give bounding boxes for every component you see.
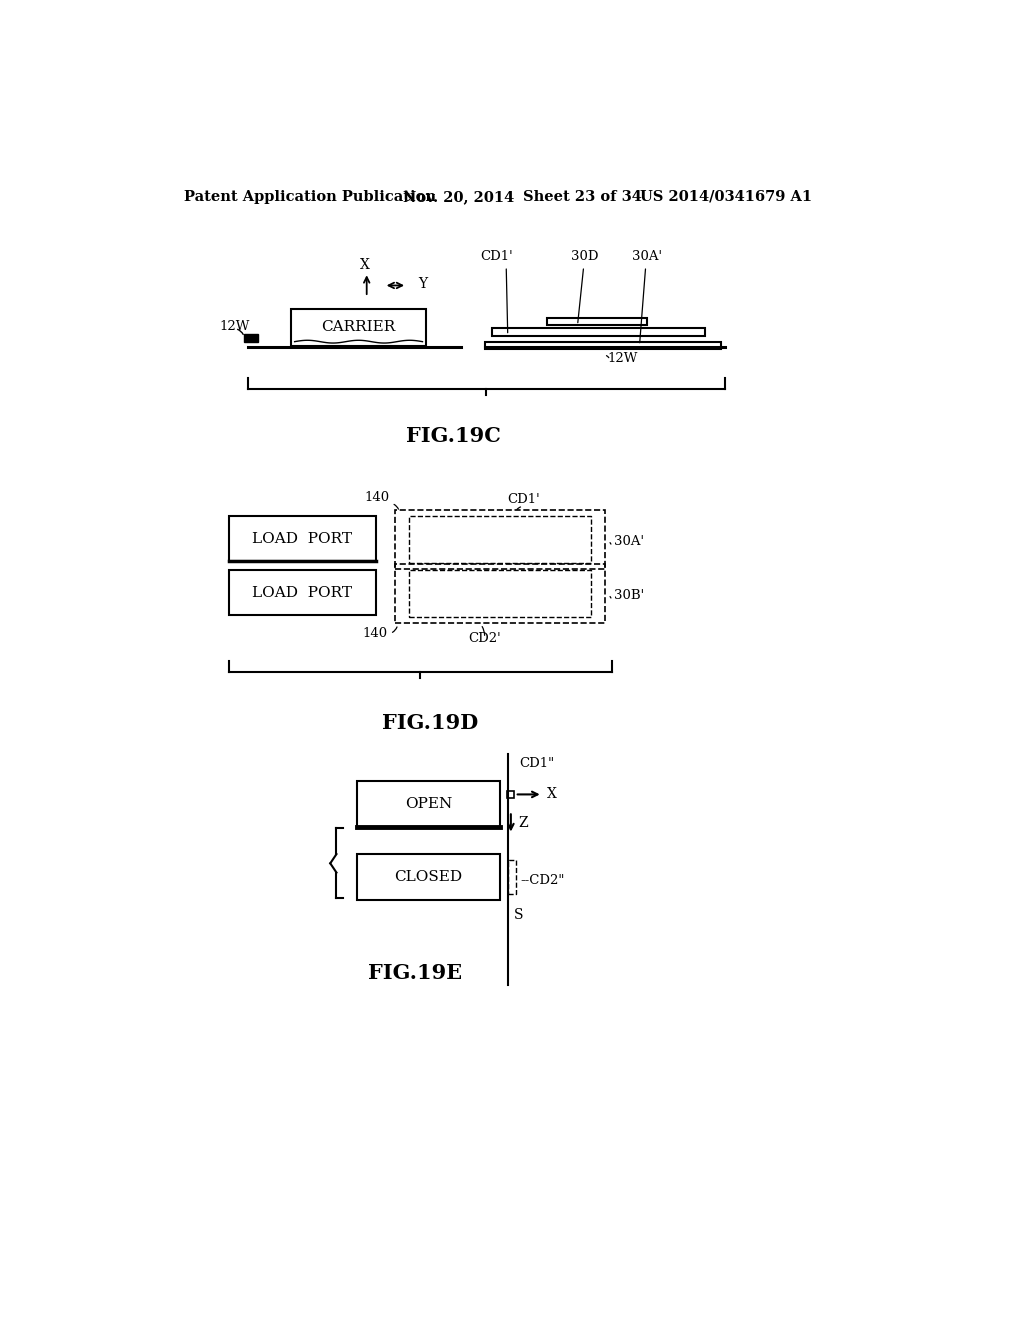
Text: 12W: 12W [219, 319, 250, 333]
Text: Y: Y [418, 277, 427, 290]
Bar [410, 570, 591, 616]
Text: FIG.19D: FIG.19D [382, 713, 478, 733]
Text: Nov. 20, 2014: Nov. 20, 2014 [403, 190, 514, 203]
Bar [228, 516, 376, 561]
Text: 140: 140 [365, 491, 390, 504]
Bar [395, 564, 604, 623]
Text: Sheet 23 of 34: Sheet 23 of 34 [523, 190, 642, 203]
Text: CD1': CD1' [507, 494, 540, 507]
Bar [245, 334, 258, 342]
Text: CLOSED: CLOSED [394, 870, 463, 884]
Text: X: X [359, 257, 370, 272]
Text: X: X [547, 788, 556, 801]
Text: CD1": CD1" [519, 758, 555, 771]
Bar [356, 780, 500, 826]
Text: 30B': 30B' [614, 589, 644, 602]
Text: 30D: 30D [571, 249, 599, 263]
Text: 30A': 30A' [614, 535, 644, 548]
Text: OPEN: OPEN [404, 797, 452, 810]
Text: --CD2": --CD2" [520, 874, 564, 887]
Bar [356, 854, 500, 900]
Text: Z: Z [518, 816, 528, 830]
Text: Patent Application Publication: Patent Application Publication [183, 190, 436, 203]
Text: 30A': 30A' [632, 249, 663, 263]
Text: LOAD  PORT: LOAD PORT [252, 532, 352, 545]
Text: CD1': CD1' [480, 249, 513, 263]
Text: 140: 140 [362, 627, 388, 640]
Text: US 2014/0341679 A1: US 2014/0341679 A1 [640, 190, 812, 203]
Bar [507, 791, 514, 797]
Bar [493, 327, 706, 335]
Bar [484, 342, 721, 350]
Bar [395, 511, 604, 569]
Text: CARRIER: CARRIER [322, 319, 395, 334]
Bar [228, 570, 376, 615]
Text: FIG.19C: FIG.19C [407, 425, 501, 446]
Bar [508, 859, 515, 894]
Text: FIG.19E: FIG.19E [368, 964, 462, 983]
Bar [547, 318, 647, 326]
Text: 12W: 12W [607, 352, 637, 366]
Text: CD2': CD2' [468, 632, 501, 645]
Bar [291, 309, 426, 346]
Text: S: S [514, 908, 523, 923]
Bar [410, 516, 591, 562]
Text: LOAD  PORT: LOAD PORT [252, 586, 352, 599]
